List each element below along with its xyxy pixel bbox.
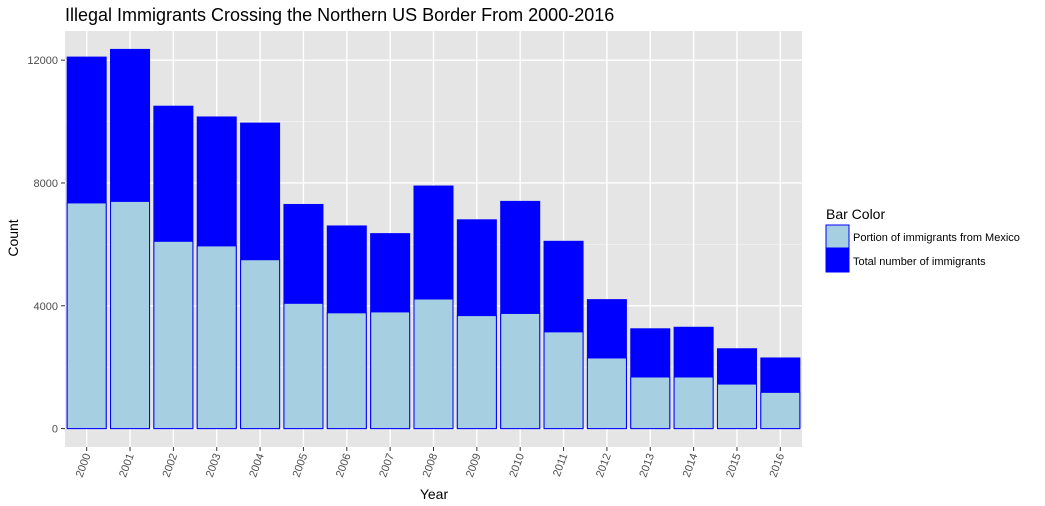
bar-portion-of-immigrants-from-mexico-2004 <box>240 259 281 430</box>
x-tick-label: 2008 <box>421 452 441 479</box>
x-tick-label: 2000 <box>74 452 94 479</box>
x-tick-label: 2016 <box>767 452 787 479</box>
x-tick-label: 2009 <box>464 452 484 479</box>
y-tick-label: 4000 <box>34 301 58 313</box>
legend-title: Bar Color <box>826 206 885 222</box>
x-tick-label: 2005 <box>291 452 311 479</box>
legend-label-0: Portion of immigrants from Mexico <box>853 232 1020 244</box>
bar-portion-of-immigrants-from-mexico-2008 <box>413 298 454 430</box>
x-axis: 2000 2001 2002 2003 2004 2005 2006 2007 2008 2009… <box>74 447 787 479</box>
x-tick-label: 2002 <box>161 452 181 479</box>
bar-portion-of-immigrants-from-mexico-2000 <box>66 202 107 430</box>
bar-portion-of-immigrants-from-mexico-2001 <box>110 200 151 430</box>
x-tick-label: 2014 <box>681 452 701 479</box>
y-axis-title: Count <box>5 219 21 256</box>
x-tick-label: 2006 <box>334 452 354 479</box>
x-tick-label: 2015 <box>724 452 744 479</box>
legend-label-1: Total number of immigrants <box>853 256 986 268</box>
legend-key-0 <box>825 224 850 249</box>
legend-key-1 <box>825 248 850 273</box>
x-tick-label: 2011 <box>551 452 570 478</box>
bar-portion-of-immigrants-from-mexico-2006 <box>326 312 367 430</box>
x-axis-title: Year <box>420 486 449 502</box>
x-tick-label: 2012 <box>594 452 614 479</box>
bar-portion-of-immigrants-from-mexico-2009 <box>456 315 497 430</box>
x-tick-label: 2010 <box>507 452 527 479</box>
y-axis: 0 4000 8000 12000 <box>27 55 65 436</box>
y-tick-label: 12000 <box>27 55 58 67</box>
bar-portion-of-immigrants-from-mexico-2010 <box>500 312 541 430</box>
bar-portion-of-immigrants-from-mexico-2011 <box>543 331 584 430</box>
bar-portion-of-immigrants-from-mexico-2007 <box>370 311 411 430</box>
bar-portion-of-immigrants-from-mexico-2014 <box>673 376 714 430</box>
y-tick-label: 8000 <box>34 178 58 190</box>
x-tick-label: 2003 <box>204 452 224 479</box>
bar-portion-of-immigrants-from-mexico-2002 <box>153 240 194 430</box>
x-tick-label: 2001 <box>117 452 137 479</box>
bar-portion-of-immigrants-from-mexico-2005 <box>283 302 324 430</box>
y-tick-label: 0 <box>52 424 58 436</box>
x-tick-label: 2013 <box>637 452 657 479</box>
plot-panel <box>65 31 802 447</box>
x-tick-label: 2004 <box>247 452 267 479</box>
chart-title: Illegal Immigrants Crossing the Northern… <box>65 5 614 25</box>
bar-portion-of-immigrants-from-mexico-2016 <box>760 391 801 430</box>
bar-portion-of-immigrants-from-mexico-2015 <box>716 383 757 430</box>
bar-portion-of-immigrants-from-mexico-2012 <box>586 357 627 430</box>
legend: Bar Color Portion of immigrants from Mex… <box>825 206 1020 273</box>
bar-portion-of-immigrants-from-mexico-2003 <box>196 245 237 430</box>
bar-portion-of-immigrants-from-mexico-2013 <box>630 376 671 430</box>
x-tick-label: 2007 <box>377 452 397 479</box>
